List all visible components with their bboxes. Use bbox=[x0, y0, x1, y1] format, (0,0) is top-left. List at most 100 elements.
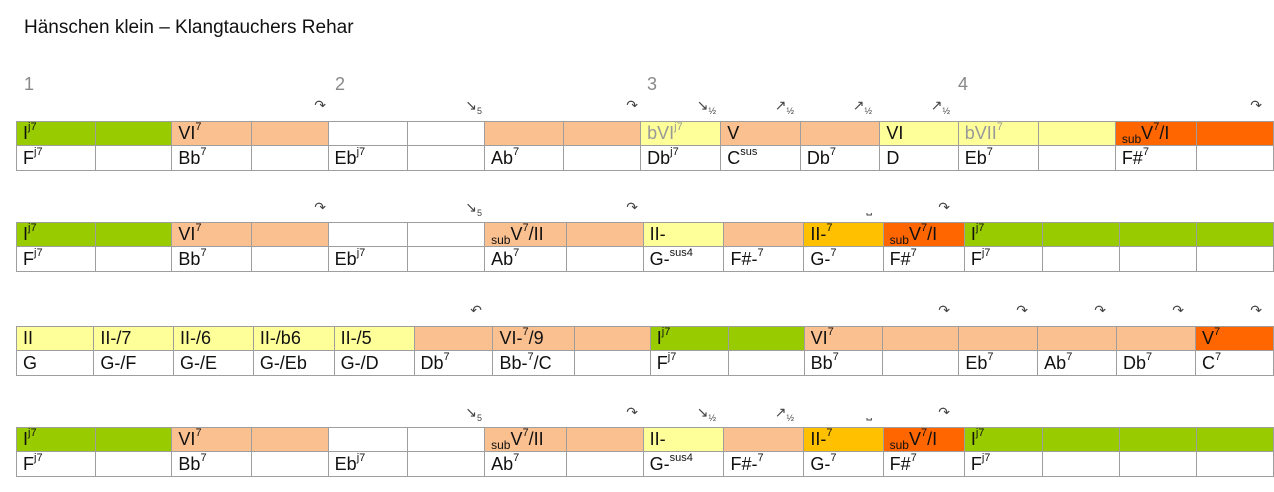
symbol-text: V bbox=[1201, 328, 1214, 348]
degree-row: Ij7 VI7 bVIj7 V VI bVII7 subV7/I bbox=[16, 121, 1274, 146]
chord-cell: Ebj7 bbox=[327, 246, 409, 272]
superscript-text: 7 bbox=[1142, 145, 1149, 158]
chord-cell: G-/E bbox=[173, 350, 254, 376]
degree-cell bbox=[799, 121, 881, 146]
degree-cell bbox=[327, 222, 409, 247]
degree-cell bbox=[250, 427, 329, 452]
suffix-text: /I bbox=[927, 224, 938, 244]
symbol-text: Eb bbox=[964, 147, 987, 168]
bar-number-2: 2 bbox=[335, 74, 346, 94]
symbol-text: C bbox=[1201, 352, 1215, 373]
superscript-text: 7 bbox=[986, 145, 993, 158]
symbol-text: F bbox=[23, 248, 34, 269]
degree-cell bbox=[882, 326, 960, 351]
chord-cell bbox=[1042, 451, 1121, 477]
symbol-text: V bbox=[908, 429, 921, 449]
chord-cell bbox=[1119, 451, 1198, 477]
turn-arrow-icon: ↷ bbox=[314, 97, 326, 113]
chord-cell: Fj7 bbox=[963, 451, 1044, 477]
superscript-text: 7 bbox=[512, 145, 520, 158]
degree-cell bbox=[94, 427, 173, 452]
chord-cell: Db7 bbox=[413, 350, 494, 376]
chord-cell bbox=[407, 246, 486, 272]
degree-cell bbox=[1038, 121, 1116, 146]
degree-cell bbox=[958, 326, 1039, 351]
turn-arrow-icon: ↷ bbox=[1172, 302, 1184, 318]
symbol-text: D bbox=[886, 147, 900, 168]
superscript-text: 7 bbox=[200, 145, 207, 158]
arrow-up-right-icon: ↗½ bbox=[930, 97, 950, 116]
interval-label: ½ bbox=[708, 105, 716, 116]
symbol-text: V bbox=[1141, 123, 1154, 143]
superscript-text: 7 bbox=[910, 451, 917, 464]
degree-cell bbox=[407, 121, 485, 146]
superscript-text: 7 bbox=[826, 427, 833, 440]
symbol-text: Bb bbox=[178, 453, 201, 474]
turn-arrow-icon: ↷ bbox=[938, 302, 950, 318]
symbol-text: F# bbox=[1121, 147, 1143, 168]
symbol-text: F# bbox=[889, 453, 911, 474]
superscript-text: j7 bbox=[28, 427, 37, 440]
degree-cell: VI7 bbox=[803, 326, 884, 351]
degree-cell: Ij7 bbox=[16, 121, 96, 146]
symbol-text: VI bbox=[178, 429, 196, 449]
degree-cell: VI bbox=[879, 121, 959, 146]
symbol-text: G-/D bbox=[340, 352, 379, 373]
symbol-text: Eb bbox=[334, 453, 357, 474]
chord-cell: Bb-7/C bbox=[492, 350, 575, 376]
chord-cell bbox=[1196, 451, 1274, 477]
degree-cell: bVIj7 bbox=[640, 121, 722, 146]
superscript-text: j7 bbox=[34, 451, 43, 464]
degree-row: Ij7 VI7 subV7/II II- II-7 subV7/I Ij7 bbox=[16, 427, 1274, 452]
symbol-text: G bbox=[23, 352, 38, 373]
symbol-text: II-/5 bbox=[340, 328, 372, 348]
page-title: Hänschen klein – Klangtauchers Rehar bbox=[24, 17, 354, 38]
degree-cell bbox=[563, 121, 642, 146]
symbol-text: F#- bbox=[730, 248, 758, 269]
turn-arrow-icon: ↶ bbox=[470, 302, 482, 318]
degree-cell: II-/b6 bbox=[252, 326, 335, 351]
degree-cell bbox=[250, 222, 329, 247]
suffix-text: /II bbox=[528, 429, 544, 449]
degree-row: Ij7 VI7 subV7/II II- II-7 subV7/I Ij7 bbox=[16, 222, 1274, 247]
suffix-text: /C bbox=[533, 352, 552, 373]
symbol-text: II- bbox=[649, 224, 666, 244]
chord-cell bbox=[565, 451, 644, 477]
turn-arrow-icon: ↷ bbox=[1250, 302, 1262, 318]
interval-label: ½ bbox=[708, 412, 716, 423]
degree-cell: II-/7 bbox=[93, 326, 175, 351]
superscript-text: sus4 bbox=[669, 246, 693, 259]
arrow-down-right-icon: ↘5 bbox=[465, 404, 482, 423]
degree-cell: Ij7 bbox=[16, 427, 96, 452]
chord-cell: G-/D bbox=[333, 350, 415, 376]
symbol-text: VI bbox=[810, 328, 828, 348]
degree-cell bbox=[573, 326, 651, 351]
superscript-text: 7 bbox=[987, 350, 994, 363]
symbol-text: V bbox=[727, 123, 740, 143]
chord-cell: G bbox=[15, 350, 95, 376]
chord-cell: F#7 bbox=[882, 246, 965, 272]
degree-cell: II bbox=[15, 326, 95, 351]
chord-cell: Csus bbox=[720, 145, 801, 171]
superscript-text: 7 bbox=[830, 246, 837, 259]
arrow-down-right-icon: ↘5 bbox=[465, 97, 482, 116]
annotation-marks: ↶ ↷ ↷ ↷ ↷ ↷ bbox=[16, 302, 1264, 324]
chord-cell: Bb7 bbox=[171, 145, 252, 171]
symbol-text: I bbox=[970, 429, 976, 449]
superscript-text: j7 bbox=[667, 350, 677, 363]
chord-cell: Ab7 bbox=[484, 451, 567, 477]
degree-cell bbox=[483, 121, 565, 146]
superscript-text: 7 bbox=[996, 121, 1003, 134]
superscript-text: 7 bbox=[1066, 350, 1073, 363]
chord-cell: Bb7 bbox=[803, 350, 884, 376]
system-row-2: Ij7 VI7 subV7/II II- II-7 subV7/I Ij7 Fj7 Bb7 Ebj… bbox=[16, 222, 1274, 272]
superscript-text: 7 bbox=[827, 326, 834, 339]
degree-cell bbox=[1196, 427, 1274, 452]
degree-cell bbox=[1042, 222, 1121, 247]
system-row-1: Ij7 VI7 bVIj7 V VI bVII7 subV7/I Fj7 Bb7 Ebj7 Ab7 D… bbox=[16, 121, 1274, 171]
chord-cell: F#-7 bbox=[723, 451, 805, 477]
chord-cell: C7 bbox=[1194, 350, 1274, 376]
degree-cell: Ij7 bbox=[16, 222, 96, 247]
superscript-text: j7 bbox=[28, 121, 37, 134]
superscript-text: 7 bbox=[920, 427, 928, 440]
